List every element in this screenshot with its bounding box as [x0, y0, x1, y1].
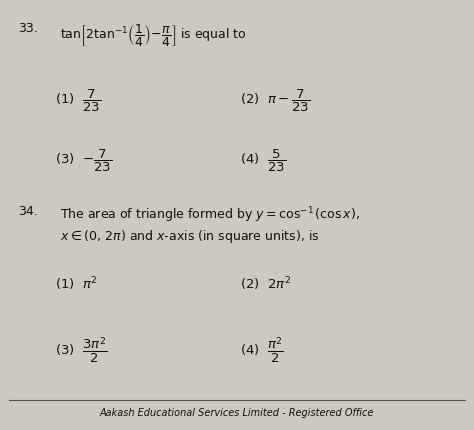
Text: $x \in (0,\,2\pi)$ and $x$-axis (in square units), is: $x \in (0,\,2\pi)$ and $x$-axis (in squa…	[60, 228, 319, 245]
Text: The area of triangle formed by $y = \cos^{-1}(\cos x)$,: The area of triangle formed by $y = \cos…	[60, 205, 360, 224]
Text: (3)  $-\dfrac{7}{23}$: (3) $-\dfrac{7}{23}$	[55, 148, 112, 174]
Text: (4)  $\dfrac{\pi^2}{2}$: (4) $\dfrac{\pi^2}{2}$	[240, 335, 284, 365]
Text: Aakash Educational Services Limited - Registered Office: Aakash Educational Services Limited - Re…	[100, 408, 374, 418]
Text: (1)  $\dfrac{7}{23}$: (1) $\dfrac{7}{23}$	[55, 88, 101, 114]
Text: tan$\left[2\tan^{-1}\!\left(\dfrac{1}{4}\right)\!-\!\dfrac{\pi}{4}\right]$ is eq: tan$\left[2\tan^{-1}\!\left(\dfrac{1}{4}…	[60, 22, 247, 48]
Text: (3)  $\dfrac{3\pi^2}{2}$: (3) $\dfrac{3\pi^2}{2}$	[55, 335, 108, 365]
Text: (1)  $\pi^2$: (1) $\pi^2$	[55, 275, 98, 292]
Text: (4)  $\dfrac{5}{23}$: (4) $\dfrac{5}{23}$	[240, 148, 286, 174]
Text: (2)  $\pi-\dfrac{7}{23}$: (2) $\pi-\dfrac{7}{23}$	[240, 88, 310, 114]
Text: 34.: 34.	[18, 205, 38, 218]
Text: 33.: 33.	[18, 22, 38, 35]
Text: (2)  $2\pi^2$: (2) $2\pi^2$	[240, 275, 291, 292]
